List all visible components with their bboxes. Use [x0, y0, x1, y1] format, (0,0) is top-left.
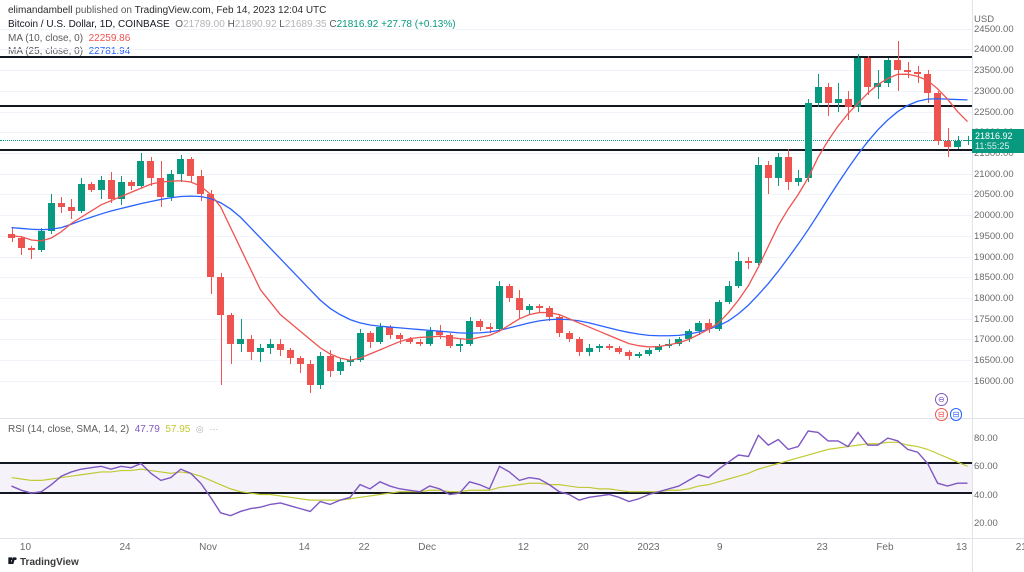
- price-axis-label: 16000.00: [974, 376, 1020, 387]
- time-axis-label: Feb: [876, 542, 893, 553]
- time-axis-label: 23: [817, 542, 828, 553]
- rsi-sma-value: 57.95: [165, 424, 190, 435]
- rsi-axis-label: 20.00: [974, 518, 1020, 529]
- price-axis-label: 24000.00: [974, 44, 1020, 55]
- eye-icon[interactable]: ◎: [196, 424, 204, 434]
- rsi-axis-label: 60.00: [974, 461, 1020, 472]
- time-axis-label: 22: [359, 542, 370, 553]
- rsi-axis-label: 80.00: [974, 433, 1020, 444]
- rsi-axis-label: 40.00: [974, 490, 1020, 501]
- rsi-band: [0, 462, 972, 492]
- tool-badges[interactable]: ⊖ ⊟⊟: [934, 392, 963, 422]
- price-axis-label: 20500.00: [974, 189, 1020, 200]
- price-axis-label: 21000.00: [974, 169, 1020, 180]
- badge-3[interactable]: ⊟: [950, 408, 963, 421]
- settings-icon[interactable]: ⋯: [209, 424, 218, 434]
- price-axis-label: 17000.00: [974, 334, 1020, 345]
- time-axis-label: Dec: [418, 542, 436, 553]
- price-axis-label: 17500.00: [974, 314, 1020, 325]
- time-axis-label: 10: [20, 542, 31, 553]
- time-axis-label: 24: [120, 542, 131, 553]
- price-axis-label: 23500.00: [974, 65, 1020, 76]
- rsi-legend[interactable]: RSI (14, close, SMA, 14, 2) 47.79 57.95 …: [8, 422, 218, 437]
- horizontal-line[interactable]: [0, 149, 972, 151]
- price-axis-label: 22500.00: [974, 107, 1020, 118]
- time-axis-label: 9: [717, 542, 723, 553]
- price-pane[interactable]: [0, 0, 972, 418]
- time-axis[interactable]: 1024Nov1422Dec12202023923Feb1321: [0, 538, 972, 560]
- chart-root: elimandambell published on TradingView.c…: [0, 0, 1024, 572]
- horizontal-line[interactable]: [0, 56, 972, 58]
- price-axis-label: 24500.00: [974, 24, 1020, 35]
- rsi-value: 47.79: [135, 424, 160, 435]
- price-axis-label: 19000.00: [974, 252, 1020, 263]
- price-line: [0, 140, 972, 141]
- badge-1[interactable]: ⊖: [935, 393, 948, 406]
- time-axis-label: 14: [299, 542, 310, 553]
- last-price-tag[interactable]: 21816.9211:55:25: [972, 129, 1024, 153]
- price-axis-label: 23000.00: [974, 86, 1020, 97]
- tradingview-logo[interactable]: TradingView: [6, 555, 79, 568]
- time-axis-label: 13: [956, 542, 967, 553]
- time-axis-label: 20: [578, 542, 589, 553]
- price-axis[interactable]: USD 24500.0024000.0023500.0023000.002250…: [972, 0, 1024, 572]
- time-axis-label: 12: [518, 542, 529, 553]
- rsi-band-line[interactable]: [0, 462, 972, 464]
- horizontal-line[interactable]: [0, 105, 972, 107]
- rsi-band-line[interactable]: [0, 492, 972, 494]
- price-axis-label: 19500.00: [974, 231, 1020, 242]
- price-axis-label: 16500.00: [974, 355, 1020, 366]
- time-axis-label: Nov: [199, 542, 217, 553]
- price-axis-label: 20000.00: [974, 210, 1020, 221]
- badge-2[interactable]: ⊟: [935, 408, 948, 421]
- time-axis-label: 2023: [637, 542, 659, 553]
- price-axis-label: 18500.00: [974, 272, 1020, 283]
- price-axis-label: 18000.00: [974, 293, 1020, 304]
